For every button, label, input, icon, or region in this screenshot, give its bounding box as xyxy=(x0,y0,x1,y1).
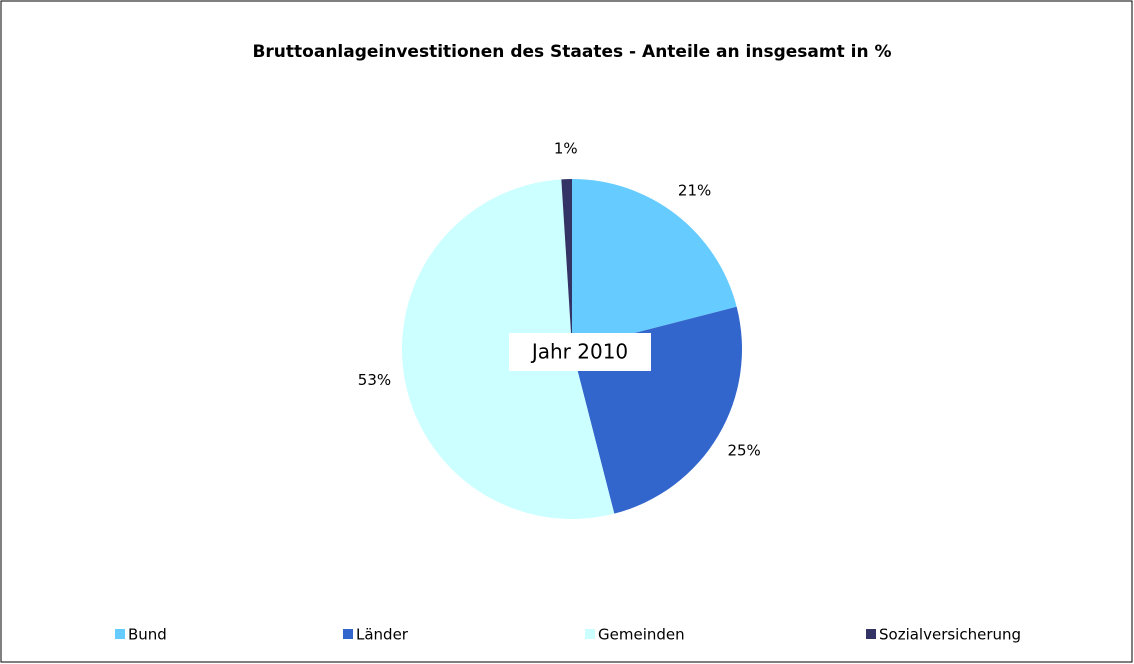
data-label: 25% xyxy=(727,441,760,459)
data-label: 1% xyxy=(554,140,578,158)
data-label: 53% xyxy=(358,371,391,389)
pie-slice xyxy=(572,179,737,349)
legend-swatch xyxy=(115,629,125,639)
legend-label: Sozialversicherung xyxy=(879,626,1021,644)
data-label: 21% xyxy=(678,181,711,199)
legend-swatch xyxy=(343,629,353,639)
annotation: Jahr 2010 xyxy=(530,340,628,364)
pie-slice xyxy=(401,179,615,519)
legend-label: Länder xyxy=(356,626,409,644)
legend-label: Bund xyxy=(128,626,167,644)
annotation-box xyxy=(509,333,651,371)
legend-swatch xyxy=(866,629,876,639)
legend-swatch xyxy=(585,629,595,639)
legend-label: Gemeinden xyxy=(598,626,685,644)
pie-slice xyxy=(561,179,572,349)
chart-title: Bruttoanlageinvestitionen des Staates - … xyxy=(252,42,891,62)
